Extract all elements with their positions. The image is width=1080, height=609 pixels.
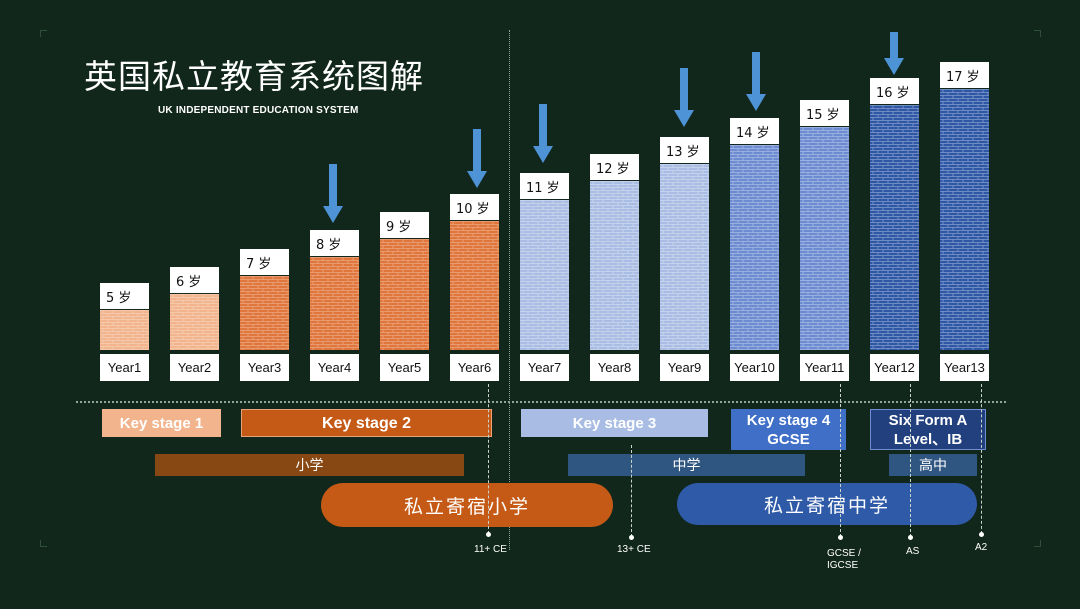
key-stage-2: Key stage 2	[241, 409, 492, 437]
age-label: 13 岁	[660, 137, 709, 163]
year-label: Year1	[100, 354, 149, 381]
exam-marker-line	[840, 384, 841, 537]
arrow-down-icon	[467, 129, 487, 188]
year-label: Year12	[870, 354, 919, 381]
key-stage-4: Key stage 4 GCSE	[731, 409, 846, 450]
year-label: Year13	[940, 354, 989, 381]
corner-mark-bottom-left	[40, 540, 47, 547]
primary-secondary-divider	[509, 30, 510, 550]
private-boarding-prep: 私立寄宿小学	[321, 483, 613, 527]
timeline-divider	[76, 401, 1006, 403]
year-label: Year5	[380, 354, 429, 381]
exam-marker-line	[631, 445, 632, 537]
year-bar	[660, 164, 709, 350]
exam-marker-dot	[629, 535, 634, 540]
exam-13-plus: 13+ CE	[617, 544, 651, 555]
arrow-down-icon	[674, 68, 694, 127]
exam-marker-dot	[838, 535, 843, 540]
corner-mark-top-right	[1034, 30, 1041, 37]
exam-marker-line	[910, 384, 911, 537]
exam-gcse: GCSE / IGCSE	[827, 548, 861, 571]
page-subtitle: UK INDEPENDENT EDUCATION SYSTEM	[158, 105, 359, 116]
year-label: Year6	[450, 354, 499, 381]
age-label: 12 岁	[590, 154, 639, 180]
age-label: 17 岁	[940, 62, 989, 88]
arrow-down-icon	[884, 32, 904, 75]
exam-marker-dot	[908, 535, 913, 540]
key-stage-1: Key stage 1	[102, 409, 221, 437]
year-bar	[590, 181, 639, 350]
year-label: Year3	[240, 354, 289, 381]
corner-mark-top-left	[40, 30, 47, 37]
secondary-school-band: 中学	[568, 454, 805, 476]
year-bar	[940, 89, 989, 350]
year-bar	[170, 294, 219, 350]
year-bar	[520, 200, 569, 350]
year-bar	[100, 310, 149, 350]
age-label: 10 岁	[450, 194, 499, 220]
year-bar	[380, 239, 429, 350]
year-label: Year10	[730, 354, 779, 381]
arrow-down-icon	[533, 104, 553, 163]
arrow-down-icon	[746, 52, 766, 111]
age-label: 8 岁	[310, 230, 359, 256]
year-label: Year9	[660, 354, 709, 381]
exam-marker-dot	[486, 532, 491, 537]
exam-marker-line	[981, 384, 982, 534]
exam-marker-dot	[979, 532, 984, 537]
year-bar	[800, 127, 849, 350]
age-label: 6 岁	[170, 267, 219, 293]
page-title: 英国私立教育系统图解	[84, 57, 424, 96]
age-label: 5 岁	[100, 283, 149, 309]
year-label: Year7	[520, 354, 569, 381]
year-bar	[870, 105, 919, 350]
high-school-band: 高中	[889, 454, 977, 476]
exam-as: AS	[906, 546, 920, 557]
year-label: Year8	[590, 354, 639, 381]
age-label: 14 岁	[730, 118, 779, 144]
year-bar	[310, 257, 359, 350]
six-form: Six Form A Level、IB	[870, 409, 986, 450]
exam-marker-line	[488, 384, 489, 534]
age-label: 16 岁	[870, 78, 919, 104]
year-label: Year11	[800, 354, 849, 381]
year-bar	[730, 145, 779, 350]
year-bar	[450, 221, 499, 350]
year-label: Year2	[170, 354, 219, 381]
arrow-down-icon	[323, 164, 343, 223]
year-label: Year4	[310, 354, 359, 381]
age-label: 15 岁	[800, 100, 849, 126]
corner-mark-bottom-right	[1034, 540, 1041, 547]
age-label: 7 岁	[240, 249, 289, 275]
age-label: 9 岁	[380, 212, 429, 238]
year-bar	[240, 276, 289, 350]
age-label: 11 岁	[520, 173, 569, 199]
exam-11-plus: 11+ CE	[474, 544, 507, 555]
key-stage-3: Key stage 3	[521, 409, 708, 437]
private-boarding-senior: 私立寄宿中学	[677, 483, 977, 525]
primary-school-band: 小学	[155, 454, 464, 476]
exam-a2: A2	[975, 542, 988, 553]
